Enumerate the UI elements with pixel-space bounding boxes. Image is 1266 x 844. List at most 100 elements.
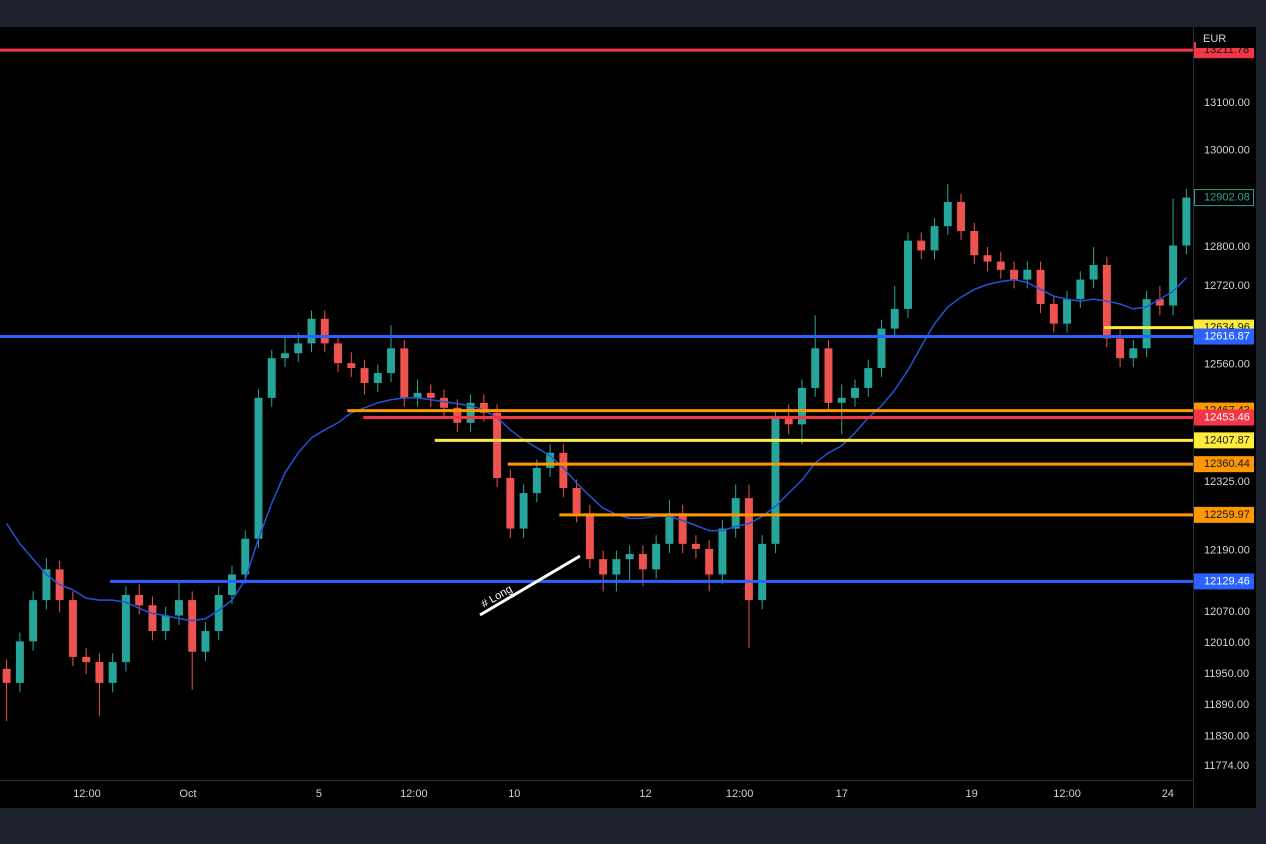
candle-body bbox=[599, 559, 608, 575]
currency-bg bbox=[1196, 30, 1254, 48]
y-tick-label: 12070.00 bbox=[1204, 606, 1250, 618]
price-label-bg bbox=[1194, 409, 1254, 426]
price-label-bg bbox=[1194, 456, 1254, 473]
x-tick-label: 12:00 bbox=[73, 788, 101, 800]
candle-body bbox=[572, 488, 581, 514]
candle-body bbox=[824, 348, 833, 403]
price-label: 12453.46 bbox=[1204, 411, 1250, 423]
price-label-bg bbox=[1194, 506, 1254, 523]
candle-body bbox=[983, 255, 992, 262]
y-tick-label: 11890.00 bbox=[1204, 699, 1249, 711]
candle-body bbox=[227, 574, 236, 595]
candle-body bbox=[758, 543, 767, 601]
candle-body bbox=[453, 407, 462, 423]
price-label: 12407.87 bbox=[1204, 434, 1250, 446]
candle-body bbox=[652, 543, 661, 570]
candle-body bbox=[121, 594, 130, 663]
candle-body bbox=[864, 368, 873, 388]
candle-body bbox=[970, 230, 979, 256]
moving-average bbox=[5, 277, 1187, 622]
y-tick-label: 12560.00 bbox=[1204, 359, 1250, 371]
candle-body bbox=[1089, 264, 1098, 280]
candle-body bbox=[546, 452, 555, 468]
candle-body bbox=[1063, 299, 1072, 324]
x-tick-label: 12:00 bbox=[400, 788, 428, 800]
candle-body bbox=[771, 417, 780, 544]
candle-body bbox=[440, 397, 449, 408]
price-axis: 13100.00 13000.00 12800.00 12720.00 12560.00… bbox=[1194, 42, 1254, 772]
candle-body bbox=[678, 513, 687, 544]
candle-body bbox=[1023, 269, 1032, 280]
candle-body bbox=[426, 392, 435, 398]
candle-body bbox=[638, 554, 647, 570]
candle-body bbox=[29, 600, 38, 642]
candle-body bbox=[837, 397, 846, 403]
annotation-line bbox=[479, 554, 581, 617]
x-tick-label: 10 bbox=[508, 788, 520, 800]
candle-body bbox=[82, 656, 91, 663]
candle-body bbox=[1010, 269, 1019, 280]
candle-body bbox=[95, 662, 104, 683]
candle-body bbox=[1182, 197, 1191, 246]
candle-body bbox=[241, 538, 250, 575]
x-tick-label: 5 bbox=[316, 788, 322, 800]
candle-body bbox=[254, 397, 263, 539]
price-label: 12616.87 bbox=[1204, 330, 1250, 342]
candle-body bbox=[479, 402, 488, 413]
last-price-bg bbox=[1194, 189, 1254, 207]
candle-body bbox=[161, 615, 170, 632]
candle-body bbox=[890, 308, 899, 329]
candle-body bbox=[15, 641, 24, 683]
y-tick-label: 13100.00 bbox=[1204, 97, 1250, 109]
x-tick-label: 12:00 bbox=[726, 788, 754, 800]
candle-body bbox=[148, 605, 157, 632]
candle-body bbox=[1142, 299, 1151, 349]
plot-area bbox=[0, 48, 1193, 722]
candle-body bbox=[904, 240, 912, 309]
candle-body bbox=[532, 467, 541, 494]
y-tick-label: 12720.00 bbox=[1204, 280, 1250, 292]
x-tick-label: 12:00 bbox=[1053, 788, 1081, 800]
candle-body bbox=[1155, 299, 1164, 306]
candle-body bbox=[996, 261, 1005, 270]
candle-body bbox=[744, 498, 753, 601]
y-tick-label: 12190.00 bbox=[1204, 544, 1250, 556]
candle-body bbox=[307, 318, 316, 344]
candle-body bbox=[493, 412, 502, 478]
candle-body bbox=[917, 240, 926, 251]
candle-body bbox=[851, 387, 859, 398]
last-price-label: 12902.08 bbox=[1204, 192, 1250, 204]
candle-body bbox=[731, 498, 740, 529]
candle-body bbox=[1169, 245, 1178, 306]
candle-body bbox=[506, 477, 515, 529]
candle-body bbox=[612, 559, 621, 575]
price-label-bg bbox=[1194, 328, 1254, 345]
candle-body bbox=[466, 402, 475, 423]
candle-body bbox=[559, 452, 568, 489]
x-tick-label: Oct bbox=[179, 788, 196, 800]
y-tick-label: 13000.00 bbox=[1204, 145, 1250, 157]
candle-body bbox=[811, 348, 820, 388]
candle-body bbox=[585, 513, 594, 560]
candle-body bbox=[691, 543, 700, 549]
candle-body bbox=[877, 328, 886, 369]
candle-body bbox=[135, 594, 144, 606]
candle-body bbox=[1129, 348, 1138, 359]
price-label: 12259.97 bbox=[1204, 509, 1250, 521]
candle-body bbox=[1049, 304, 1058, 324]
candle-body bbox=[665, 513, 674, 544]
candle-body bbox=[42, 569, 51, 601]
x-tick-label: 17 bbox=[836, 788, 848, 800]
y-tick-label: 12010.00 bbox=[1204, 637, 1250, 649]
price-label-bg bbox=[1194, 573, 1254, 590]
candle-body bbox=[1076, 279, 1085, 300]
candle-body bbox=[174, 600, 183, 616]
candle-body bbox=[334, 343, 342, 364]
candle-body bbox=[957, 201, 966, 231]
candle-body bbox=[201, 631, 210, 652]
candle-body bbox=[784, 417, 793, 425]
candle-body bbox=[930, 226, 939, 251]
candle-body bbox=[413, 392, 422, 398]
candle-body bbox=[108, 662, 117, 683]
